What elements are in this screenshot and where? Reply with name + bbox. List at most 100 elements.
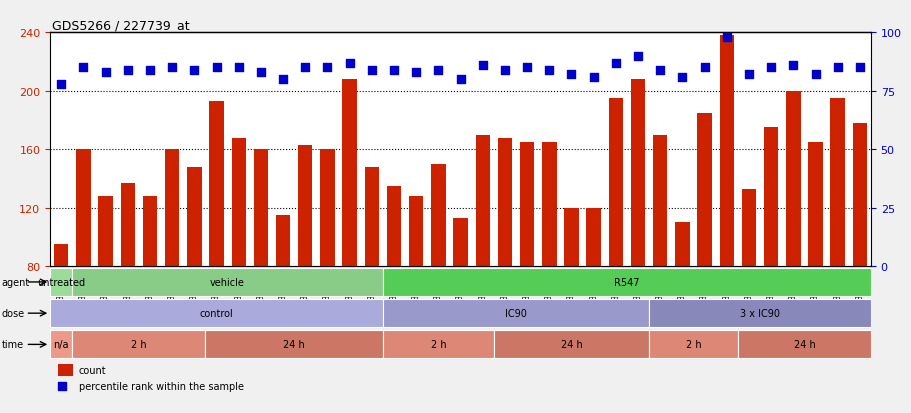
Point xyxy=(763,65,778,71)
Bar xyxy=(493,330,649,358)
Text: GDS5266 / 227739_at: GDS5266 / 227739_at xyxy=(52,19,189,31)
Text: 2 h: 2 h xyxy=(131,339,147,349)
Bar xyxy=(652,135,667,267)
Bar xyxy=(276,216,290,267)
Bar xyxy=(431,164,445,267)
Point xyxy=(275,76,290,83)
Bar xyxy=(475,135,489,267)
Point xyxy=(120,67,135,74)
Bar xyxy=(50,299,383,328)
Point xyxy=(807,72,822,78)
Text: time: time xyxy=(2,339,24,349)
Bar xyxy=(408,197,423,267)
Bar xyxy=(72,268,383,296)
Bar xyxy=(608,99,622,267)
Text: agent: agent xyxy=(2,277,30,287)
Bar xyxy=(320,150,334,267)
Bar xyxy=(785,91,800,267)
Point xyxy=(54,81,68,88)
Bar xyxy=(386,186,401,267)
Text: count: count xyxy=(79,366,107,375)
Bar xyxy=(674,223,689,267)
Text: vehicle: vehicle xyxy=(210,277,245,287)
Point xyxy=(453,76,467,83)
Text: dose: dose xyxy=(2,309,25,318)
Point xyxy=(652,67,667,74)
Bar xyxy=(298,145,312,267)
Bar xyxy=(564,208,578,267)
Bar xyxy=(697,113,711,267)
Point xyxy=(364,67,379,74)
Text: untreated: untreated xyxy=(37,277,86,287)
Bar xyxy=(364,167,379,267)
Point xyxy=(497,67,512,74)
Bar xyxy=(453,218,467,267)
Bar xyxy=(342,80,356,267)
Point xyxy=(165,65,179,71)
Point xyxy=(386,67,401,74)
Text: 3 x IC90: 3 x IC90 xyxy=(739,309,779,318)
Text: n/a: n/a xyxy=(54,339,69,349)
Point xyxy=(408,69,423,76)
Bar xyxy=(586,208,600,267)
Bar xyxy=(54,245,68,267)
Point xyxy=(741,72,755,78)
Point xyxy=(586,74,600,81)
Bar xyxy=(231,138,246,267)
Text: 24 h: 24 h xyxy=(793,339,814,349)
Bar xyxy=(649,330,737,358)
Bar xyxy=(77,150,90,267)
Bar xyxy=(50,330,72,358)
Text: 24 h: 24 h xyxy=(560,339,582,349)
Bar xyxy=(383,268,870,296)
Bar xyxy=(630,80,645,267)
Point xyxy=(76,65,90,71)
Bar xyxy=(187,167,201,267)
Text: percentile rank within the sample: percentile rank within the sample xyxy=(79,381,243,391)
Bar xyxy=(383,330,493,358)
Bar xyxy=(830,99,844,267)
Bar xyxy=(519,142,534,267)
Text: 2 h: 2 h xyxy=(685,339,701,349)
Bar xyxy=(58,364,73,377)
Point xyxy=(608,60,622,67)
Text: 24 h: 24 h xyxy=(283,339,304,349)
Bar xyxy=(120,183,135,267)
Point xyxy=(320,65,334,71)
Bar xyxy=(72,330,205,358)
Bar xyxy=(98,197,113,267)
Bar xyxy=(497,138,512,267)
Bar xyxy=(50,268,72,296)
Point xyxy=(342,60,356,67)
Text: R547: R547 xyxy=(613,277,639,287)
Bar xyxy=(143,197,157,267)
Point xyxy=(209,65,223,71)
Point xyxy=(697,65,711,71)
Bar xyxy=(649,299,870,328)
Bar xyxy=(165,150,179,267)
Point xyxy=(541,67,556,74)
Point xyxy=(142,67,157,74)
Point xyxy=(630,53,645,60)
Text: IC90: IC90 xyxy=(505,309,527,318)
Bar xyxy=(807,142,822,267)
Point xyxy=(298,65,312,71)
Point xyxy=(98,69,113,76)
Bar xyxy=(737,330,870,358)
Point xyxy=(56,383,70,389)
Bar xyxy=(719,36,733,267)
Point xyxy=(231,65,246,71)
Bar xyxy=(205,330,383,358)
Text: 2 h: 2 h xyxy=(430,339,445,349)
Bar xyxy=(852,123,866,267)
Point xyxy=(674,74,689,81)
Point xyxy=(564,72,578,78)
Point xyxy=(852,65,866,71)
Bar xyxy=(383,299,649,328)
Point xyxy=(785,62,800,69)
Bar xyxy=(763,128,777,267)
Text: control: control xyxy=(200,309,233,318)
Bar xyxy=(253,150,268,267)
Point xyxy=(475,62,489,69)
Bar xyxy=(541,142,556,267)
